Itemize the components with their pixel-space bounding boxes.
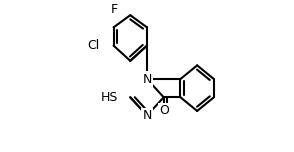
Text: F: F bbox=[111, 3, 118, 16]
Text: N: N bbox=[142, 109, 152, 122]
Text: N: N bbox=[142, 73, 152, 86]
Text: HS: HS bbox=[100, 91, 118, 104]
Text: O: O bbox=[159, 104, 169, 117]
Text: Cl: Cl bbox=[87, 39, 99, 52]
